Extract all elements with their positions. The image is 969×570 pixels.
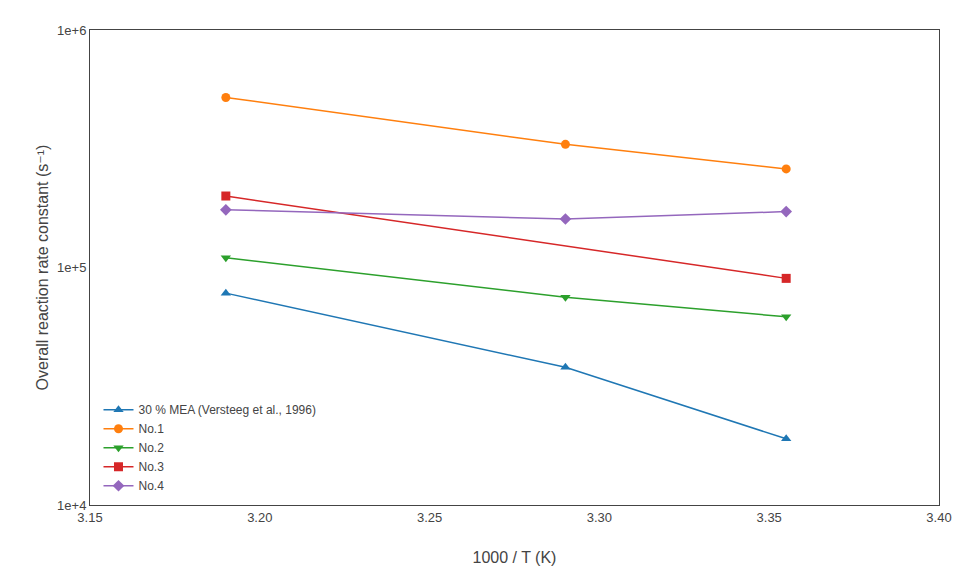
svg-text:3.25: 3.25 [417, 510, 442, 525]
svg-text:No.3: No.3 [138, 460, 164, 474]
svg-text:3.40: 3.40 [926, 510, 951, 525]
svg-text:3.15: 3.15 [77, 510, 102, 525]
svg-text:Overall reaction rate constant: Overall reaction rate constant (s⁻¹) [34, 145, 51, 391]
svg-text:1e+5: 1e+5 [57, 260, 86, 275]
svg-text:30 % MEA (Versteeg et al., 199: 30 % MEA (Versteeg et al., 1996) [138, 403, 315, 417]
svg-text:1000 / T (K): 1000 / T (K) [473, 549, 557, 566]
svg-text:No.2: No.2 [138, 441, 164, 455]
svg-text:No.4: No.4 [138, 479, 164, 493]
svg-text:No.1: No.1 [138, 422, 164, 436]
svg-text:3.35: 3.35 [757, 510, 782, 525]
svg-text:3.20: 3.20 [247, 510, 272, 525]
svg-text:1e+4: 1e+4 [57, 498, 86, 513]
svg-text:3.30: 3.30 [587, 510, 612, 525]
svg-text:1e+6: 1e+6 [57, 23, 86, 38]
